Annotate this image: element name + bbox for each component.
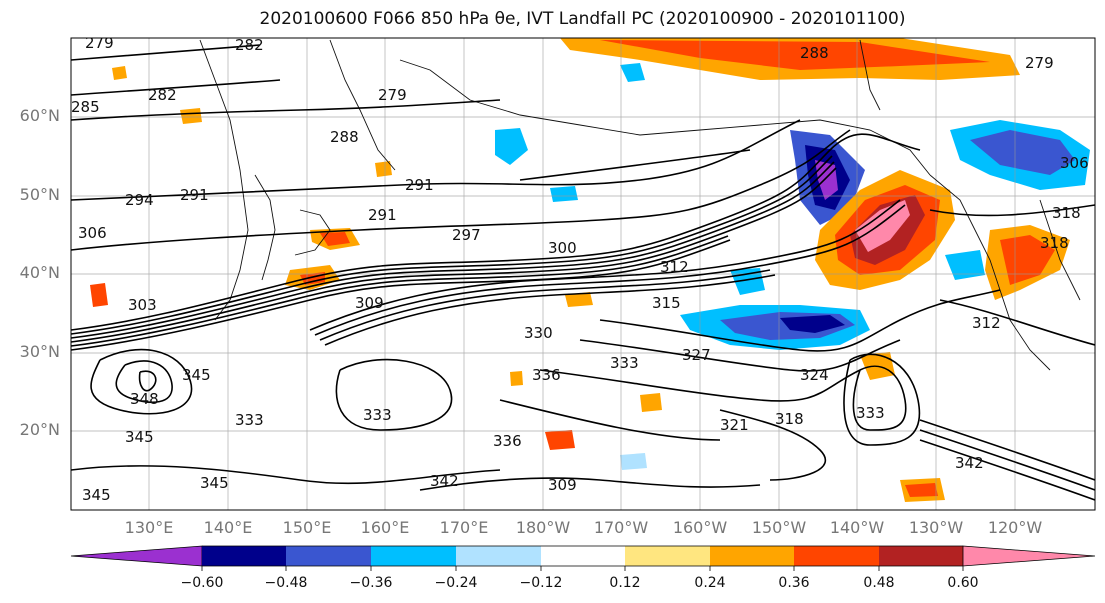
contour-label: 300 (548, 239, 577, 257)
contour-label: 336 (532, 366, 561, 384)
contour-label: 336 (493, 432, 522, 450)
contour-label: 288 (800, 44, 829, 62)
map-frame (70, 37, 1096, 511)
lon-label: 150°W (751, 518, 807, 537)
colorbar-tick-label: 0.24 (694, 575, 726, 591)
contour-label: 345 (200, 474, 229, 492)
contour-label: 315 (652, 294, 681, 312)
contour-label: 282 (148, 86, 177, 104)
lon-label: 180°W (515, 518, 571, 537)
contour-label: 291 (180, 186, 209, 204)
colorbar-segment (879, 546, 963, 566)
contour-label: 306 (1060, 154, 1089, 172)
lon-label: 170°W (593, 518, 649, 537)
colorbar-segment (625, 546, 710, 566)
colorbar-tick-label: −0.24 (434, 575, 478, 591)
colorbar-tick-label: −0.12 (519, 575, 563, 591)
colorbar-tick-label: 0.48 (863, 575, 895, 591)
contour-label: 342 (430, 472, 459, 490)
colorbar-segment (794, 546, 879, 566)
lon-label: 170°E (439, 518, 489, 537)
lat-label: 20°N (19, 420, 60, 439)
lon-label: 160°E (360, 518, 410, 537)
colorbar (70, 545, 1096, 571)
contour-label: 291 (368, 206, 397, 224)
contour-label: 330 (524, 324, 553, 342)
theta-e-contours (71, 44, 1095, 501)
contour-label: 345 (82, 486, 111, 504)
contour-label: 318 (1040, 234, 1069, 252)
graticule (71, 38, 1095, 510)
shading-layer (90, 38, 1090, 502)
contour-label: 348 (130, 390, 159, 408)
lon-label: 140°E (203, 518, 253, 537)
contour-label: 279 (378, 86, 407, 104)
lat-label: 30°N (19, 342, 60, 361)
contour-label: 282 (235, 36, 264, 54)
colorbar-extend-high (962, 545, 1096, 567)
contour-label: 324 (800, 366, 829, 384)
contour-label: 291 (405, 176, 434, 194)
contour-label: 333 (856, 404, 885, 422)
contour-label: 306 (78, 224, 107, 242)
contour-label: 279 (1025, 54, 1054, 72)
colorbar-segment (710, 546, 794, 566)
coastlines (199, 39, 1081, 371)
lon-label: 140°W (829, 518, 885, 537)
colorbar-tick-label: −0.48 (264, 575, 308, 591)
contour-label: 318 (1052, 204, 1081, 222)
contour-label: 312 (972, 314, 1001, 332)
lon-label: 150°E (282, 518, 332, 537)
contour-label: 309 (355, 294, 384, 312)
figure-title: 2020100600 F066 850 hPa θe, IVT Landfall… (259, 9, 906, 29)
colorbar-segment (371, 546, 456, 566)
contour-label: 297 (452, 226, 481, 244)
colorbar-segment (202, 546, 286, 566)
colorbar-tick-label: 0.12 (609, 575, 641, 591)
contour-label: 345 (182, 366, 211, 384)
colorbar-segment (541, 546, 625, 566)
contour-label: 318 (775, 410, 804, 428)
lon-label: 160°W (672, 518, 728, 537)
contour-label: 285 (71, 98, 100, 116)
contour-label: 321 (720, 416, 749, 434)
colorbar-segment (456, 546, 541, 566)
contour-label: 327 (682, 346, 711, 364)
contour-label: 294 (125, 191, 154, 209)
contour-label: 333 (363, 406, 392, 424)
lon-label: 130°E (124, 518, 174, 537)
lat-label: 50°N (19, 185, 60, 204)
contour-label: 303 (128, 296, 157, 314)
contour-label: 309 (548, 476, 577, 494)
contour-label: 345 (125, 428, 154, 446)
contour-label: 288 (330, 128, 359, 146)
lat-label: 60°N (19, 106, 60, 125)
contour-label: 333 (235, 411, 264, 429)
contour-label: 312 (660, 258, 689, 276)
colorbar-tick-label: 0.36 (778, 575, 810, 591)
contour-label: 279 (85, 34, 114, 52)
colorbar-extend-low (70, 545, 203, 567)
lat-label: 40°N (19, 263, 60, 282)
lon-label: 130°W (908, 518, 964, 537)
colorbar-tick-label: 0.60 (947, 575, 979, 591)
colorbar-tick-label: −0.60 (180, 575, 224, 591)
colorbar-tick-label: −0.36 (349, 575, 393, 591)
colorbar-segment (286, 546, 371, 566)
contour-label: 342 (955, 454, 984, 472)
lon-label: 120°W (987, 518, 1043, 537)
contour-labels: 279 282 282 285 288 279 288 279 291 291 … (71, 34, 1089, 504)
contour-label: 333 (610, 354, 639, 372)
